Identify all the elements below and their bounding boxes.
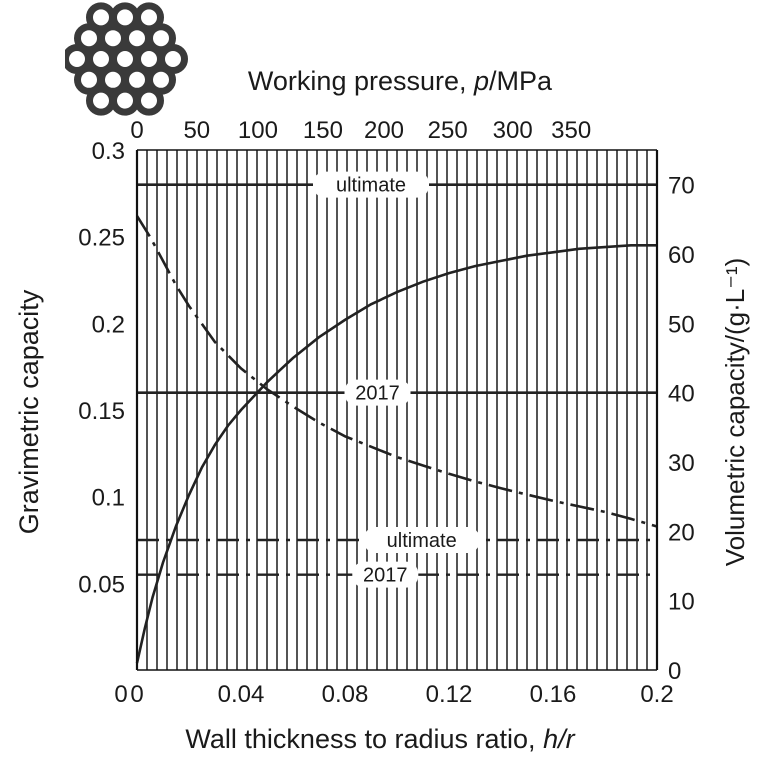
y-right-tick-label: 10 <box>668 589 695 616</box>
top-tick-label: 150 <box>303 117 343 144</box>
top-axis-title: Working pressure, p/MPa <box>248 66 553 96</box>
y-right-tick-label: 0 <box>668 658 681 685</box>
gravimetric-capacity-curve <box>135 244 657 664</box>
data-series <box>135 215 658 664</box>
x-tick-label: 0.04 <box>218 681 265 708</box>
x-axis-title: Wall thickness to radius ratio, h/r <box>185 724 575 754</box>
volumetric-ultimate-label-bg <box>363 527 480 553</box>
top-tick-label: 50 <box>183 117 210 144</box>
x-tick-label: 0.2 <box>640 681 673 708</box>
y-axis-right-title: Volumetric capacity/(g·L⁻¹) <box>720 258 750 566</box>
x-tick-label: 0 <box>130 681 143 708</box>
x-tick-label: 0.12 <box>426 681 473 708</box>
top-tick-label: 250 <box>428 117 468 144</box>
x-tick-label: 0.16 <box>530 681 577 708</box>
top-tick-label: 350 <box>551 117 591 144</box>
volumetric-2017-label-bg <box>352 561 419 588</box>
axes <box>135 149 659 671</box>
reference-lines: ultimate 2017 ultimate 2017 <box>137 171 657 588</box>
y-axis-left-title: Gravimetric capacity <box>14 289 44 534</box>
gravimetric-2017-label: 2017 <box>355 383 400 405</box>
y-right-tick-label: 60 <box>668 242 695 269</box>
volumetric-capacity-curve <box>135 215 658 528</box>
y-right-tick-label: 70 <box>668 173 695 200</box>
origin-label: 0 <box>114 681 127 708</box>
top-tick-label: 0 <box>130 117 143 144</box>
y-right-tick-label: 20 <box>668 519 695 546</box>
volumetric-ultimate-label: ultimate <box>387 530 457 552</box>
top-tick-label: 300 <box>493 117 533 144</box>
y-left-tick-label: 0.2 <box>92 311 125 338</box>
fiber-circle <box>134 85 164 116</box>
y-left-tick-label: 0.25 <box>78 225 125 252</box>
fiber-circle <box>146 64 176 95</box>
gravimetric-ultimate-label-bg <box>313 171 429 198</box>
y-left-tick-label: 0.3 <box>92 138 125 165</box>
gravimetric-2017-label-bg <box>344 379 411 406</box>
fiber-circle <box>158 44 188 74</box>
y-left-tick-label: 0.05 <box>78 571 125 598</box>
tick-labels: 0 0.04 0.08 0.12 0.16 0.200.050.10.150.20.250… <box>78 117 694 708</box>
vertical-grid <box>146 150 648 670</box>
fiber-circle <box>134 2 164 33</box>
y-left-tick-label: 0.15 <box>78 398 125 425</box>
fiber-bundle-icon <box>65 2 188 116</box>
top-tick-label: 100 <box>238 117 278 144</box>
y-right-tick-label: 30 <box>668 450 695 477</box>
fiber-circle <box>146 23 176 54</box>
y-left-tick-label: 0.1 <box>92 485 125 512</box>
gravimetric-ultimate-label: ultimate <box>336 175 406 197</box>
x-tick-label: 0.08 <box>322 681 369 708</box>
y-right-tick-label: 40 <box>668 381 695 408</box>
y-right-tick-label: 50 <box>668 311 695 338</box>
volumetric-2017-label: 2017 <box>363 565 408 587</box>
top-tick-label: 200 <box>364 117 404 144</box>
